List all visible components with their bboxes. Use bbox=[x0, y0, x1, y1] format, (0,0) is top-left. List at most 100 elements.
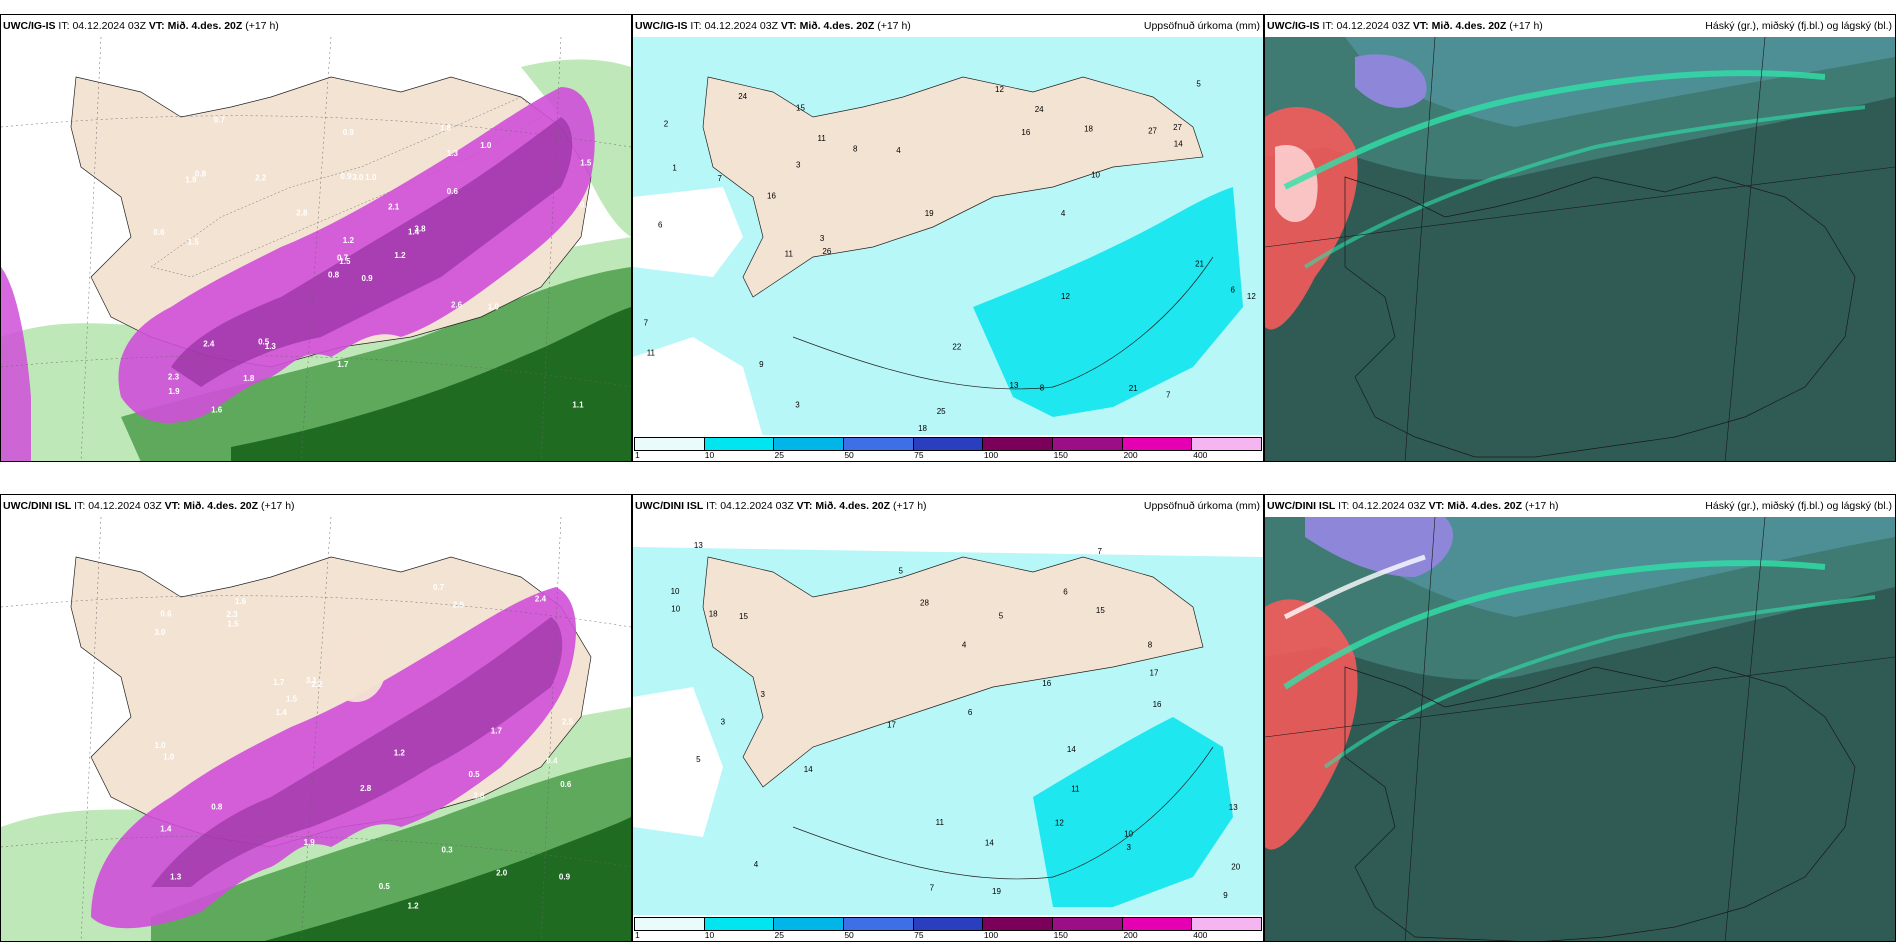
it-label: IT: bbox=[690, 20, 702, 32]
snow-value: 0.4 bbox=[546, 756, 558, 765]
precip-value: 7 bbox=[930, 884, 935, 893]
precip-value: 27 bbox=[1173, 123, 1182, 132]
snow-value: 0.6 bbox=[560, 780, 572, 789]
panel-header: UWC/DINI ISL IT: 04.12.2024 03Z VT: Mið.… bbox=[1, 495, 631, 517]
precip-value: 9 bbox=[1223, 891, 1228, 900]
colorbar-swatch bbox=[1053, 438, 1123, 450]
precip-value: 4 bbox=[754, 860, 759, 869]
precip-value: 8 bbox=[1148, 641, 1153, 650]
precip-value: 12 bbox=[1055, 819, 1064, 828]
precip-value: 6 bbox=[968, 708, 973, 717]
model-name: UWC/DINI ISL bbox=[1267, 500, 1336, 512]
model-name: UWC/DINI ISL bbox=[3, 500, 72, 512]
snow-value: 3.8 bbox=[414, 225, 426, 234]
cloud-map-svg bbox=[1265, 517, 1895, 941]
precip-value: 8 bbox=[1040, 383, 1045, 392]
panel-header: UWC/IG-IS IT: 04.12.2024 03Z VT: Mið. 4.… bbox=[1265, 15, 1895, 37]
precip-value: 11 bbox=[647, 349, 656, 358]
snow-value: 1.3 bbox=[447, 149, 459, 158]
precip-value: 19 bbox=[925, 209, 934, 218]
colorbar-ticks: 1 10 25 50 75 100 150 200 400 bbox=[633, 450, 1263, 461]
snow-value: 1.1 bbox=[572, 401, 584, 410]
snow-value-labels: 0.5 0.4 1.3 1.6 2.2 2.0 1.4 2.9 1.7 1.2 3.0 1.0 0.6 0… bbox=[154, 583, 600, 911]
precip-title: Uppsöfnuð úrkoma (mm) bbox=[1143, 20, 1260, 32]
cloud-title: Háský (gr.), miðský (fj.bl.) og lágský (… bbox=[1705, 500, 1892, 512]
cloud-map-svg bbox=[1265, 37, 1895, 461]
vt-label: VT: bbox=[780, 20, 797, 32]
it-value: 04.12.2024 03Z bbox=[88, 500, 162, 512]
precip-value: 8 bbox=[853, 145, 858, 154]
precip-value: 12 bbox=[1061, 292, 1070, 301]
colorbar-tick: 10 bbox=[704, 450, 715, 460]
panel-header: UWC/IG-IS IT: 04.12.2024 03Z VT: Mið. 4.… bbox=[1, 15, 631, 37]
snow-value: 2.8 bbox=[360, 784, 372, 793]
panel-precip-row1: UWC/IG-IS IT: 04.12.2024 03Z VT: Mið. 4.… bbox=[632, 14, 1264, 462]
precip-value: 7 bbox=[1098, 547, 1103, 556]
snow-value: 0.7 bbox=[337, 254, 349, 263]
snow-value: 1.4 bbox=[408, 227, 420, 236]
precip-value: 6 bbox=[658, 221, 663, 230]
colorbar-tick: 400 bbox=[1193, 450, 1208, 460]
colorbar-tick: 200 bbox=[1123, 930, 1138, 940]
colorbar-tick: 400 bbox=[1193, 930, 1208, 940]
snow-value: 0.8 bbox=[195, 169, 207, 178]
precip-value: 18 bbox=[918, 424, 927, 433]
precip-value: 14 bbox=[804, 765, 813, 774]
snow-value: 0.9 bbox=[343, 128, 355, 137]
it-label: IT: bbox=[1322, 20, 1334, 32]
precip-value: 20 bbox=[1231, 863, 1240, 872]
lead-time: (+17 h) bbox=[245, 20, 279, 32]
vt-value: Mið. 4.des. 20Z bbox=[815, 500, 891, 512]
colorbar-swatch bbox=[774, 918, 845, 930]
precip-value: 5 bbox=[899, 567, 904, 576]
model-name: UWC/IG-IS bbox=[635, 20, 688, 32]
precip-value: 28 bbox=[920, 599, 929, 608]
snow-value: 1.8 bbox=[440, 124, 452, 133]
precip-value: 10 bbox=[1091, 170, 1100, 179]
it-value: 04.12.2024 03Z bbox=[720, 500, 794, 512]
colorbar-swatch bbox=[844, 918, 914, 930]
colorbar-swatch bbox=[1192, 438, 1262, 450]
precip-value: 10 bbox=[671, 605, 680, 614]
precip-value: 12 bbox=[1247, 292, 1256, 301]
colorbar-swatch bbox=[1122, 438, 1193, 450]
snow-value: 1.5 bbox=[188, 238, 200, 247]
snow-value: 2.8 bbox=[296, 209, 308, 218]
snow-value: 1.8 bbox=[243, 374, 255, 383]
snow-value: 2.0 bbox=[588, 583, 600, 592]
it-value: 04.12.2024 03Z bbox=[72, 20, 146, 32]
snow-value: 0.6 bbox=[160, 610, 172, 619]
snow-value: 1.9 bbox=[185, 176, 197, 185]
snow-value: 2.5 bbox=[562, 718, 574, 727]
precip-value: 16 bbox=[1153, 700, 1162, 709]
panel-snow-row2: UWC/DINI ISL IT: 04.12.2024 03Z VT: Mið.… bbox=[0, 494, 632, 942]
snow-value: 2.4 bbox=[203, 340, 215, 349]
precip-value: 12 bbox=[995, 85, 1004, 94]
snow-value: 1.7 bbox=[273, 678, 285, 687]
precip-value: 16 bbox=[767, 192, 776, 201]
panel-cloud-row2: UWC/DINI ISL IT: 04.12.2024 03Z VT: Mið.… bbox=[1264, 494, 1896, 942]
snow-value: 1.0 bbox=[488, 302, 500, 311]
colorbar-swatch bbox=[844, 438, 914, 450]
snow-value: 3.0 bbox=[352, 173, 364, 182]
precip-value: 5 bbox=[696, 755, 701, 764]
snow-value: 2.6 bbox=[451, 301, 463, 310]
precip-value: 22 bbox=[952, 342, 961, 351]
snow-value: 1.4 bbox=[276, 708, 288, 717]
snow-value: 0.5 bbox=[580, 201, 592, 210]
precip-colorbar: 1 10 25 50 75 100 150 200 400 bbox=[633, 435, 1263, 461]
colorbar-tick: 50 bbox=[844, 930, 854, 940]
precip-value: 1 bbox=[672, 164, 677, 173]
snow-value: 3.0 bbox=[154, 628, 166, 637]
precip-value: 17 bbox=[1150, 669, 1159, 678]
precip-value: 15 bbox=[739, 612, 748, 621]
snow-value: 2.9 bbox=[453, 601, 465, 610]
panel-header: UWC/IG-IS IT: 04.12.2024 03Z VT: Mið. 4.… bbox=[633, 15, 1263, 37]
it-label: IT: bbox=[74, 500, 86, 512]
snow-value: 1.2 bbox=[394, 251, 406, 260]
snow-value: 1.2 bbox=[343, 236, 355, 245]
precip-value: 5 bbox=[1196, 80, 1201, 89]
snow-value: 2.1 bbox=[388, 202, 400, 211]
snow-value: 1.9 bbox=[304, 838, 316, 847]
